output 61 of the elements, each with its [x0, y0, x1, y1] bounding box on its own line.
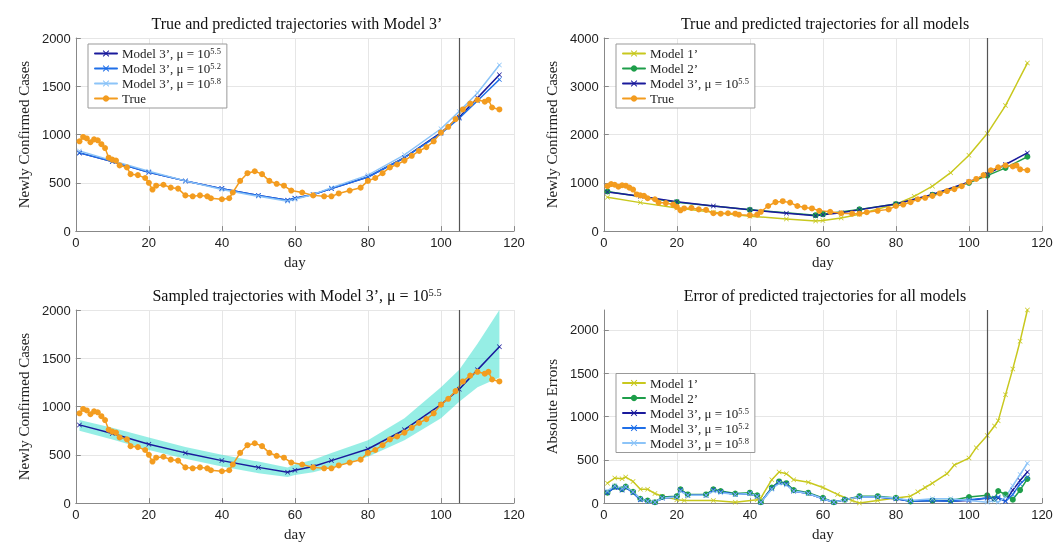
chart-title: Error of predicted trajectories for all models	[683, 286, 967, 305]
y-axis-title: Newly Confirmed Cases	[543, 60, 560, 209]
legend-label: Model 2’	[650, 61, 699, 76]
x-tick-label: 80	[888, 235, 904, 251]
y-axis-title: Absolute Errors	[543, 358, 560, 455]
legend-label: Model 1’	[650, 46, 699, 61]
y-tick-label: 2000	[41, 30, 71, 46]
x-axis-title: day	[812, 525, 835, 542]
y-tick-label: 0	[63, 495, 71, 511]
x-tick-label: 40	[742, 235, 758, 251]
chart-title: True and predicted trajectories for all models	[680, 14, 970, 33]
x-tick-label: 100	[430, 507, 452, 523]
x-tick-label: 80	[360, 507, 376, 523]
x-axis-title: day	[284, 253, 307, 270]
y-axis-title: Newly Confirmed Cases	[15, 332, 32, 481]
y-tick-label: 500	[577, 452, 599, 468]
x-tick-label: 120	[503, 235, 525, 251]
x-tick-label: 80	[888, 507, 904, 523]
y-axis-title: Newly Confirmed Cases	[15, 60, 32, 209]
x-tick-label: 100	[958, 235, 980, 251]
x-tick-label: 20	[141, 507, 157, 523]
y-tick-label: 1000	[569, 175, 599, 191]
y-tick-label: 1500	[41, 350, 71, 366]
legend-label: True	[650, 91, 675, 106]
x-axis-title: day	[812, 253, 835, 270]
x-tick-label: 60	[815, 235, 831, 251]
y-tick-label: 1500	[569, 365, 599, 381]
x-tick-label: 40	[742, 507, 758, 523]
legend-label: Model 1’	[650, 375, 699, 391]
x-tick-label: 40	[214, 507, 230, 523]
x-tick-label: 120	[1031, 235, 1053, 251]
x-tick-label: 100	[430, 235, 452, 251]
chart-title: True and predicted trajectories with Model 3’	[151, 14, 443, 33]
x-tick-label: 60	[287, 507, 303, 523]
y-tick-label: 1500	[41, 78, 71, 94]
x-tick-label: 100	[958, 507, 980, 523]
x-tick-label: 40	[214, 235, 230, 251]
legend-label: True	[122, 91, 147, 106]
x-axis-title: day	[284, 525, 307, 542]
y-tick-label: 2000	[41, 302, 71, 318]
y-tick-label: 0	[591, 495, 599, 511]
x-tick-label: 60	[815, 507, 831, 523]
x-tick-label: 120	[503, 507, 525, 523]
y-tick-label: 2000	[569, 127, 599, 143]
y-tick-label: 0	[591, 223, 599, 239]
x-tick-label: 120	[1031, 507, 1053, 523]
y-tick-label: 500	[49, 175, 71, 191]
x-tick-label: 20	[669, 235, 685, 251]
y-tick-label: 1000	[569, 409, 599, 425]
y-tick-label: 500	[49, 447, 71, 463]
y-tick-label: 0	[63, 223, 71, 239]
legend-label: Model 2’	[650, 390, 699, 406]
x-tick-label: 20	[669, 507, 685, 523]
y-tick-label: 1000	[41, 399, 71, 415]
x-tick-label: 60	[287, 235, 303, 251]
y-tick-label: 3000	[569, 78, 599, 94]
x-tick-label: 80	[360, 235, 376, 251]
y-tick-label: 1000	[41, 127, 71, 143]
y-tick-label: 4000	[569, 30, 599, 46]
x-tick-label: 20	[141, 235, 157, 251]
y-tick-label: 2000	[569, 322, 599, 338]
